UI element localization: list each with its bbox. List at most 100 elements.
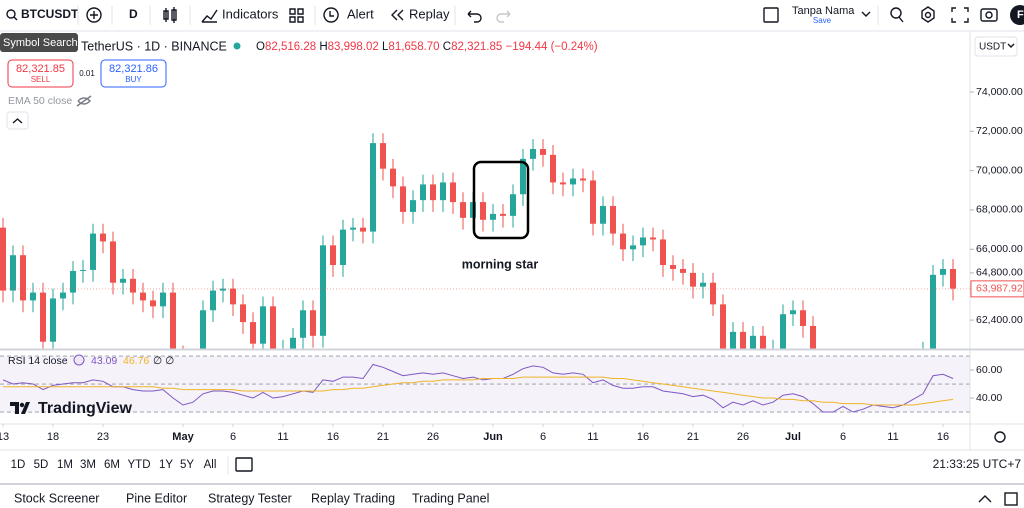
symbol[interactable]: BTCUSDT [21,7,79,21]
y-tick-label: 60.00 [976,364,1002,376]
x-tick-label: 11 [587,431,598,443]
x-tick-label: 6 [230,431,236,443]
bottom-tab[interactable]: Pine Editor [126,491,187,505]
candle-body [360,227,366,232]
fullscreen-icon[interactable] [951,7,969,23]
clock[interactable]: 21:33:25 UTC+7 [933,457,1022,471]
axis-settings-icon[interactable] [994,431,1006,443]
market-status [233,42,241,50]
y-tick-label: 62,400.00 [976,314,1023,326]
logo-text[interactable]: TradingView [38,400,133,417]
collapse-icon [12,118,23,124]
buy-label: BUY [125,75,142,84]
x-tick-label: 16 [327,431,339,443]
replay-button[interactable]: Replay [409,6,450,21]
save-label[interactable]: Save [813,16,832,25]
candle-body [350,227,356,230]
chart-type-icon[interactable] [163,7,177,23]
candle-body [730,331,736,349]
currency-box[interactable] [974,36,1018,57]
range-button[interactable]: All [204,459,217,471]
candle-body [50,298,56,342]
candle-body [690,272,696,287]
logo-mark [10,402,30,414]
x-tick-label: 26 [427,431,439,443]
indicators-button[interactable]: Indicators [222,6,279,21]
layout-icon[interactable] [763,7,779,23]
candle-body [530,149,536,159]
bottom-tab[interactable]: Strategy Tester [208,491,292,505]
currency[interactable]: USDT [979,42,1006,53]
range-bar: 1D 5D 1M 3M 6M YTD 1Y 5Y All [11,459,217,471]
candle-body [950,268,956,289]
avatar[interactable] [1010,5,1024,25]
bottom-tab[interactable]: Replay Trading [311,491,395,505]
tooltip-text: Symbol Search [3,37,78,49]
layouts-icon[interactable] [289,8,304,23]
buy-button[interactable]: 82,321.86 BUY [100,59,167,88]
interval[interactable]: D [129,7,138,21]
currency-dropdown [1007,43,1015,48]
candle-body [200,310,206,349]
candle-body [170,292,176,349]
ohlc-change: −194.44 (−0.24%) [505,41,597,53]
ohlc-key: O [256,41,265,53]
candle-body [230,288,236,305]
replay-icon[interactable] [391,9,404,21]
goto-date-icon[interactable] [235,457,253,472]
hide-icon[interactable] [76,95,92,107]
range-button[interactable]: 1D [11,459,26,471]
bottom-tab[interactable]: Stock Screener [14,491,99,505]
x-tick-label: 16 [637,431,649,443]
search-icon [13,16,18,21]
compare-button[interactable] [86,7,102,23]
symbol-search[interactable]: BTCUSDT [6,7,79,21]
candle-body [220,288,226,291]
candle-body [630,245,636,250]
candle-body [710,282,716,305]
candle-body [640,237,646,246]
range-button[interactable]: 3M [80,459,96,471]
x-tick-label: 6 [540,431,546,443]
range-button[interactable]: 1M [57,459,73,471]
range-button[interactable]: YTD [128,459,151,471]
layout-name[interactable]: Tanpa Nama [792,5,855,17]
candle-body [800,310,806,326]
undo-icon[interactable] [467,10,482,23]
collapse-button[interactable] [6,111,29,130]
range-button[interactable]: 1Y [159,459,173,471]
expand-icon[interactable] [978,495,992,503]
plus-icon [90,11,98,19]
candle-body [400,186,406,212]
candle-body [20,255,26,301]
settings-icon[interactable] [921,6,935,23]
candle-body [790,310,796,315]
candle-body [250,322,256,344]
redo-icon[interactable] [496,10,511,23]
dropdown-icon[interactable] [861,11,871,17]
range-button[interactable]: 5Y [180,459,194,471]
range-button[interactable]: 5D [34,459,49,471]
candle-body [70,270,76,293]
pattern-label: morning star [462,257,539,271]
indicators-icon[interactable] [201,9,218,23]
alert-button[interactable]: Alert [347,6,374,21]
y-tick-label: 64,800.00 [976,267,1023,279]
candle-body [600,206,606,224]
ohlc-legend: O82,516.28 H83,998.02 L81,658.70 C82,321… [256,41,598,53]
candle-body [500,213,506,216]
quick-search-icon[interactable] [890,7,902,19]
candle-body [490,213,496,220]
alert-icon[interactable] [323,7,339,23]
snapshot-icon[interactable] [980,8,998,22]
sell-button[interactable]: 82,321.85 SELL [7,59,74,88]
candle-body [740,331,746,349]
candle-body [430,184,436,201]
candle-body [330,245,336,266]
maximize-icon[interactable] [1004,492,1018,506]
candle-body [610,206,616,234]
bottom-tab[interactable]: Trading Panel [412,491,489,505]
range-button[interactable]: 6M [104,459,120,471]
y-tick-label: 72,000.00 [976,125,1023,137]
